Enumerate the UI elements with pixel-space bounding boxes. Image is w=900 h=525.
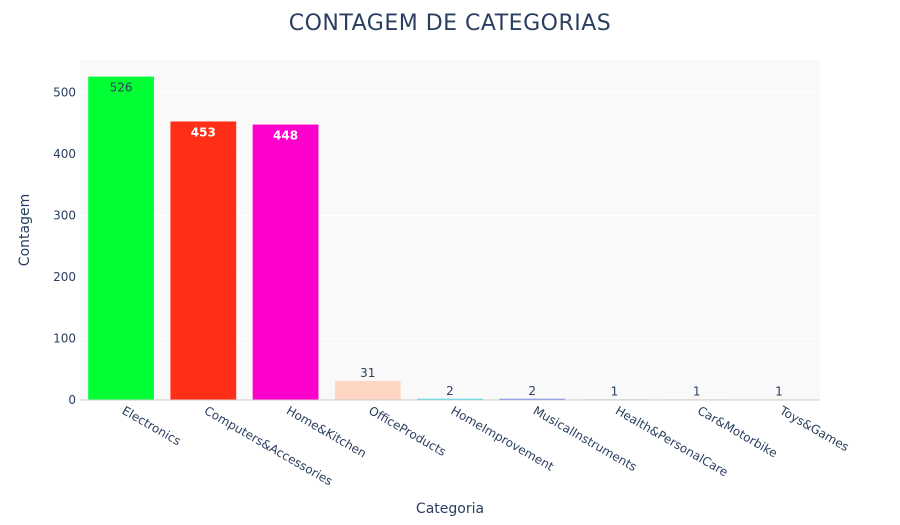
x-axis-ticks: Electronics Computers&AccessoriesHome&Kit… bbox=[120, 403, 852, 488]
y-axis-title: Contagem bbox=[17, 194, 33, 266]
y-tick-label: 200 bbox=[53, 270, 76, 284]
bar bbox=[499, 398, 566, 400]
y-tick-label: 500 bbox=[53, 86, 76, 100]
data-label: 1 bbox=[611, 384, 619, 398]
x-tick-label: Home&Kitchen bbox=[284, 403, 369, 460]
bars-group bbox=[88, 76, 812, 401]
y-axis-ticks: 0 100 200 300 400 500 bbox=[53, 86, 76, 407]
data-label: 2 bbox=[446, 384, 454, 398]
x-tick-label: Car&Motorbike bbox=[695, 403, 780, 460]
data-label: 2 bbox=[528, 384, 536, 398]
data-label: 448 bbox=[273, 129, 298, 143]
bar bbox=[252, 124, 319, 401]
data-label: 31 bbox=[360, 366, 375, 380]
data-label: 453 bbox=[191, 125, 216, 139]
y-tick-label: 0 bbox=[68, 393, 76, 407]
bar bbox=[334, 380, 401, 400]
data-label: 526 bbox=[110, 81, 133, 95]
y-tick-label: 400 bbox=[53, 147, 76, 161]
x-axis-title: Categoria bbox=[416, 501, 484, 517]
data-labels-group: 526 453 448 31 2 2 1 1 1 bbox=[110, 81, 783, 399]
x-tick-label: Toys&Games bbox=[777, 403, 852, 454]
x-tick-label: OfficeProducts bbox=[366, 403, 448, 459]
y-tick-label: 100 bbox=[53, 332, 76, 346]
x-tick-label: Electronics bbox=[120, 403, 184, 448]
data-label: 1 bbox=[693, 384, 701, 398]
bar bbox=[88, 76, 154, 400]
data-label: 1 bbox=[775, 384, 783, 398]
y-tick-label: 300 bbox=[53, 209, 76, 223]
bar bbox=[417, 398, 483, 400]
bar bbox=[170, 121, 237, 400]
chart-title: CONTAGEM DE CATEGORIAS bbox=[289, 11, 611, 36]
